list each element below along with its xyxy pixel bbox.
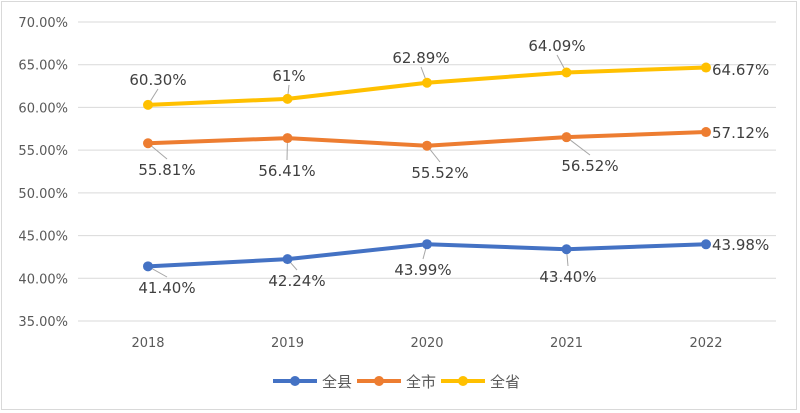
y-tick-label: 45.00% <box>18 230 68 245</box>
leader-line <box>150 88 159 101</box>
data-point <box>143 138 153 149</box>
legend-label: 全市 <box>406 373 436 391</box>
y-tick-label: 70.00% <box>18 16 68 31</box>
data-point <box>282 254 293 265</box>
y-tick-label: 40.00% <box>18 272 68 287</box>
data-point <box>561 244 572 255</box>
leader-line <box>420 66 426 79</box>
data-point <box>422 140 432 151</box>
legend-marker <box>290 376 300 386</box>
leader-line <box>290 262 298 271</box>
y-tick-label: 65.00% <box>18 59 68 74</box>
legend-marker <box>458 376 468 386</box>
leader-line <box>570 139 591 156</box>
x-tick-label: 2021 <box>550 336 583 351</box>
data-label: 61% <box>272 67 305 85</box>
legend-label: 全县 <box>322 373 352 391</box>
leader-line <box>566 254 569 267</box>
data-point <box>422 77 432 88</box>
data-point <box>143 261 153 272</box>
data-point <box>701 127 711 138</box>
data-point <box>561 132 572 143</box>
y-tick-label: 55.00% <box>18 144 68 159</box>
data-point <box>143 99 153 110</box>
data-label: 42.24% <box>268 272 325 290</box>
leader-line <box>287 84 290 94</box>
data-label: 64.09% <box>528 37 585 55</box>
data-point <box>282 93 293 104</box>
leader-line <box>151 146 168 160</box>
data-label: 55.52% <box>411 164 468 182</box>
y-tick-label: 50.00% <box>18 187 68 202</box>
data-point <box>282 133 293 144</box>
legend-label: 全省 <box>490 373 520 391</box>
data-label: 56.52% <box>561 157 618 175</box>
data-label: 57.12% <box>712 124 769 142</box>
data-label: 60.30% <box>129 71 186 89</box>
x-tick-label: 2022 <box>689 336 722 351</box>
legend-marker <box>374 376 384 386</box>
data-label: 55.81% <box>138 161 195 179</box>
data-label: 56.41% <box>258 162 315 180</box>
data-label: 43.40% <box>539 268 596 286</box>
leader-line <box>556 54 565 69</box>
data-label: 62.89% <box>392 49 449 67</box>
data-point <box>561 67 572 78</box>
x-tick-label: 2020 <box>410 336 443 351</box>
x-tick-label: 2019 <box>271 336 304 351</box>
data-label: 41.40% <box>138 279 195 297</box>
leader-line <box>429 149 441 163</box>
leader-line <box>422 248 427 260</box>
x-tick-label: 2018 <box>131 336 164 351</box>
data-point <box>701 62 711 73</box>
y-tick-label: 35.00% <box>18 315 68 330</box>
data-point <box>701 239 711 250</box>
data-label: 64.67% <box>712 61 769 79</box>
data-label: 43.99% <box>394 261 451 279</box>
data-point <box>422 239 432 250</box>
leader-line <box>152 268 168 278</box>
y-tick-label: 60.00% <box>18 101 68 116</box>
data-label: 43.98% <box>712 236 769 254</box>
